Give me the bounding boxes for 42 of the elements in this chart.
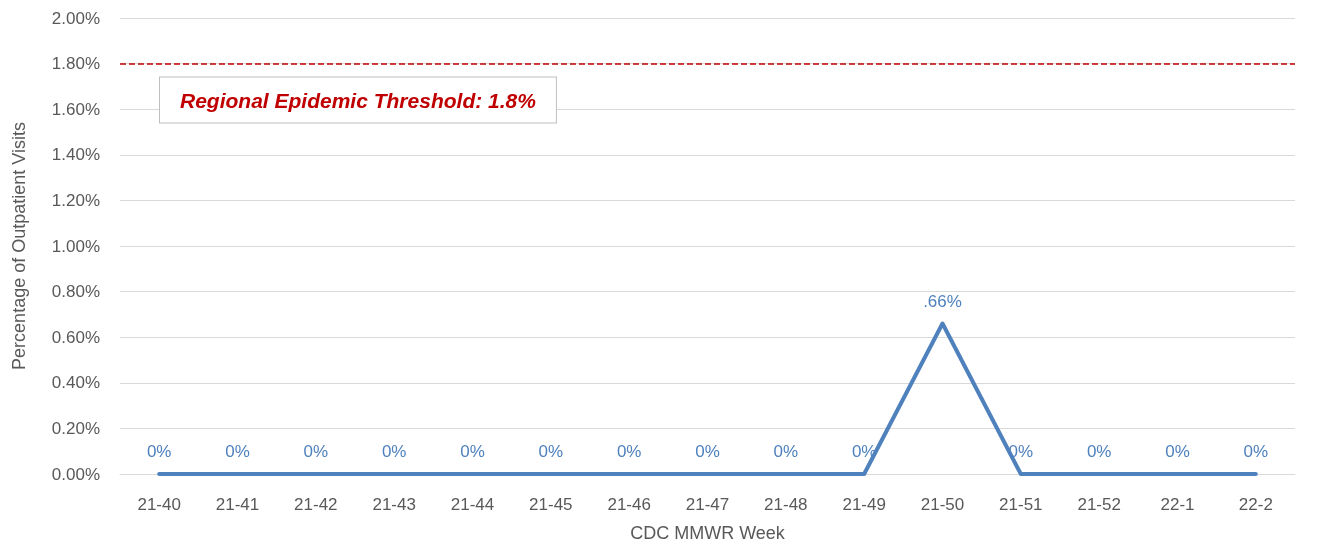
x-tick-label: 22-1: [1160, 495, 1195, 514]
data-label: .66%: [923, 291, 962, 311]
x-tick-label: 21-45: [529, 495, 573, 514]
x-tick-label: 21-52: [1077, 495, 1121, 514]
y-tick-label: 2.00%: [51, 8, 100, 28]
data-label: 0%: [1165, 442, 1190, 461]
x-axis-title: CDC MMWR Week: [630, 523, 786, 543]
y-tick-label: 1.20%: [51, 190, 100, 210]
x-tick-label: 21-40: [137, 495, 181, 514]
x-tick-label: 21-47: [685, 495, 730, 514]
y-axis-title: Percentage of Outpatient Visits: [9, 122, 29, 370]
data-label: 0%: [225, 442, 250, 461]
data-label: 0%: [538, 442, 564, 461]
x-tick-label: 21-51: [999, 495, 1043, 514]
ref-line-label: Regional Epidemic Threshold: 1.8%: [180, 88, 537, 112]
x-tick-label: 21-43: [372, 495, 416, 514]
y-tick-label: 1.00%: [51, 236, 100, 256]
data-label: 0%: [381, 442, 407, 461]
data-label: 0%: [1086, 442, 1112, 461]
data-label: 0%: [146, 442, 172, 461]
data-label: 0%: [460, 442, 485, 461]
data-label: 0%: [303, 442, 329, 461]
y-tick-label: 0.20%: [51, 418, 100, 438]
y-tick-label: 0.40%: [51, 373, 100, 393]
y-tick-label: 1.60%: [51, 99, 100, 119]
y-tick-label: 1.40%: [51, 145, 100, 165]
data-label: 0%: [773, 442, 799, 461]
x-tick-label: 21-49: [842, 495, 886, 514]
x-tick-label: 21-48: [764, 495, 808, 514]
x-tick-label: 22-2: [1238, 495, 1273, 514]
x-tick-label: 21-50: [920, 495, 965, 514]
y-tick-label: 1.80%: [51, 54, 100, 74]
x-tick-label: 21-41: [215, 495, 260, 514]
y-tick-label: 0.00%: [51, 464, 100, 484]
data-label: 0%: [695, 442, 720, 461]
data-label: 0%: [616, 442, 642, 461]
x-tick-label: 21-42: [294, 495, 338, 514]
x-tick-label: 21-44: [450, 495, 495, 514]
y-tick-label: 0.80%: [51, 282, 100, 302]
y-tick-label: 0.60%: [51, 327, 100, 347]
x-tick-label: 21-46: [607, 495, 651, 514]
data-label: 0%: [1243, 442, 1269, 461]
